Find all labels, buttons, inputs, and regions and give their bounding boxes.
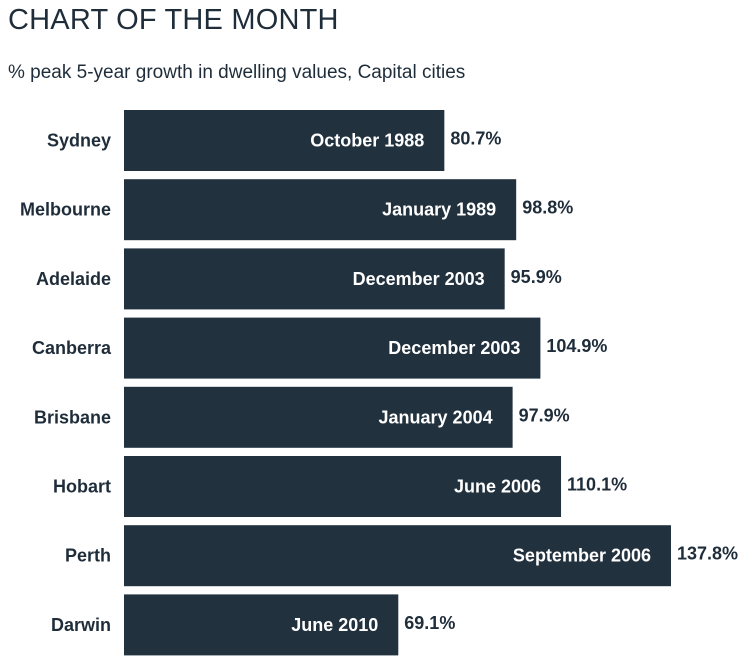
value-label: 104.9% <box>546 336 607 356</box>
category-label: Melbourne <box>20 200 111 220</box>
bar-darwin <box>124 594 399 656</box>
bar-date-label: September 2006 <box>513 546 651 566</box>
category-label: Perth <box>65 546 111 566</box>
bar-date-label: June 2006 <box>454 477 541 497</box>
bar-canberra <box>124 317 541 379</box>
bar-brisbane <box>124 386 513 448</box>
bar-melbourne <box>124 179 517 241</box>
value-label: 80.7% <box>450 129 501 149</box>
category-label: Adelaide <box>36 269 111 289</box>
category-label: Brisbane <box>34 407 111 427</box>
category-label: Sydney <box>47 131 111 151</box>
bar-hobart <box>124 456 562 517</box>
value-label: 110.1% <box>567 475 627 495</box>
value-label: 137.8% <box>677 544 738 564</box>
value-label: 69.1% <box>404 613 455 633</box>
bar-date-label: December 2003 <box>388 338 520 358</box>
bar-date-label: January 1989 <box>382 200 496 220</box>
bar-perth <box>124 525 671 587</box>
value-label: 95.9% <box>511 267 562 287</box>
bar-date-label: October 1988 <box>310 131 424 151</box>
category-label: Canberra <box>32 338 112 358</box>
bar-date-label: January 2004 <box>379 407 493 427</box>
value-label: 98.8% <box>522 198 573 218</box>
bar-date-label: December 2003 <box>353 269 485 289</box>
bar-sydney <box>124 110 445 171</box>
chart-title: CHART OF THE MONTH <box>8 4 339 36</box>
bar-adelaide <box>124 248 505 310</box>
category-label: Darwin <box>51 615 111 635</box>
chart-subtitle: % peak 5-year growth in dwelling values,… <box>8 62 466 83</box>
bar-date-label: June 2010 <box>291 615 378 635</box>
value-label: 97.9% <box>519 405 570 425</box>
category-label: Hobart <box>53 477 111 497</box>
